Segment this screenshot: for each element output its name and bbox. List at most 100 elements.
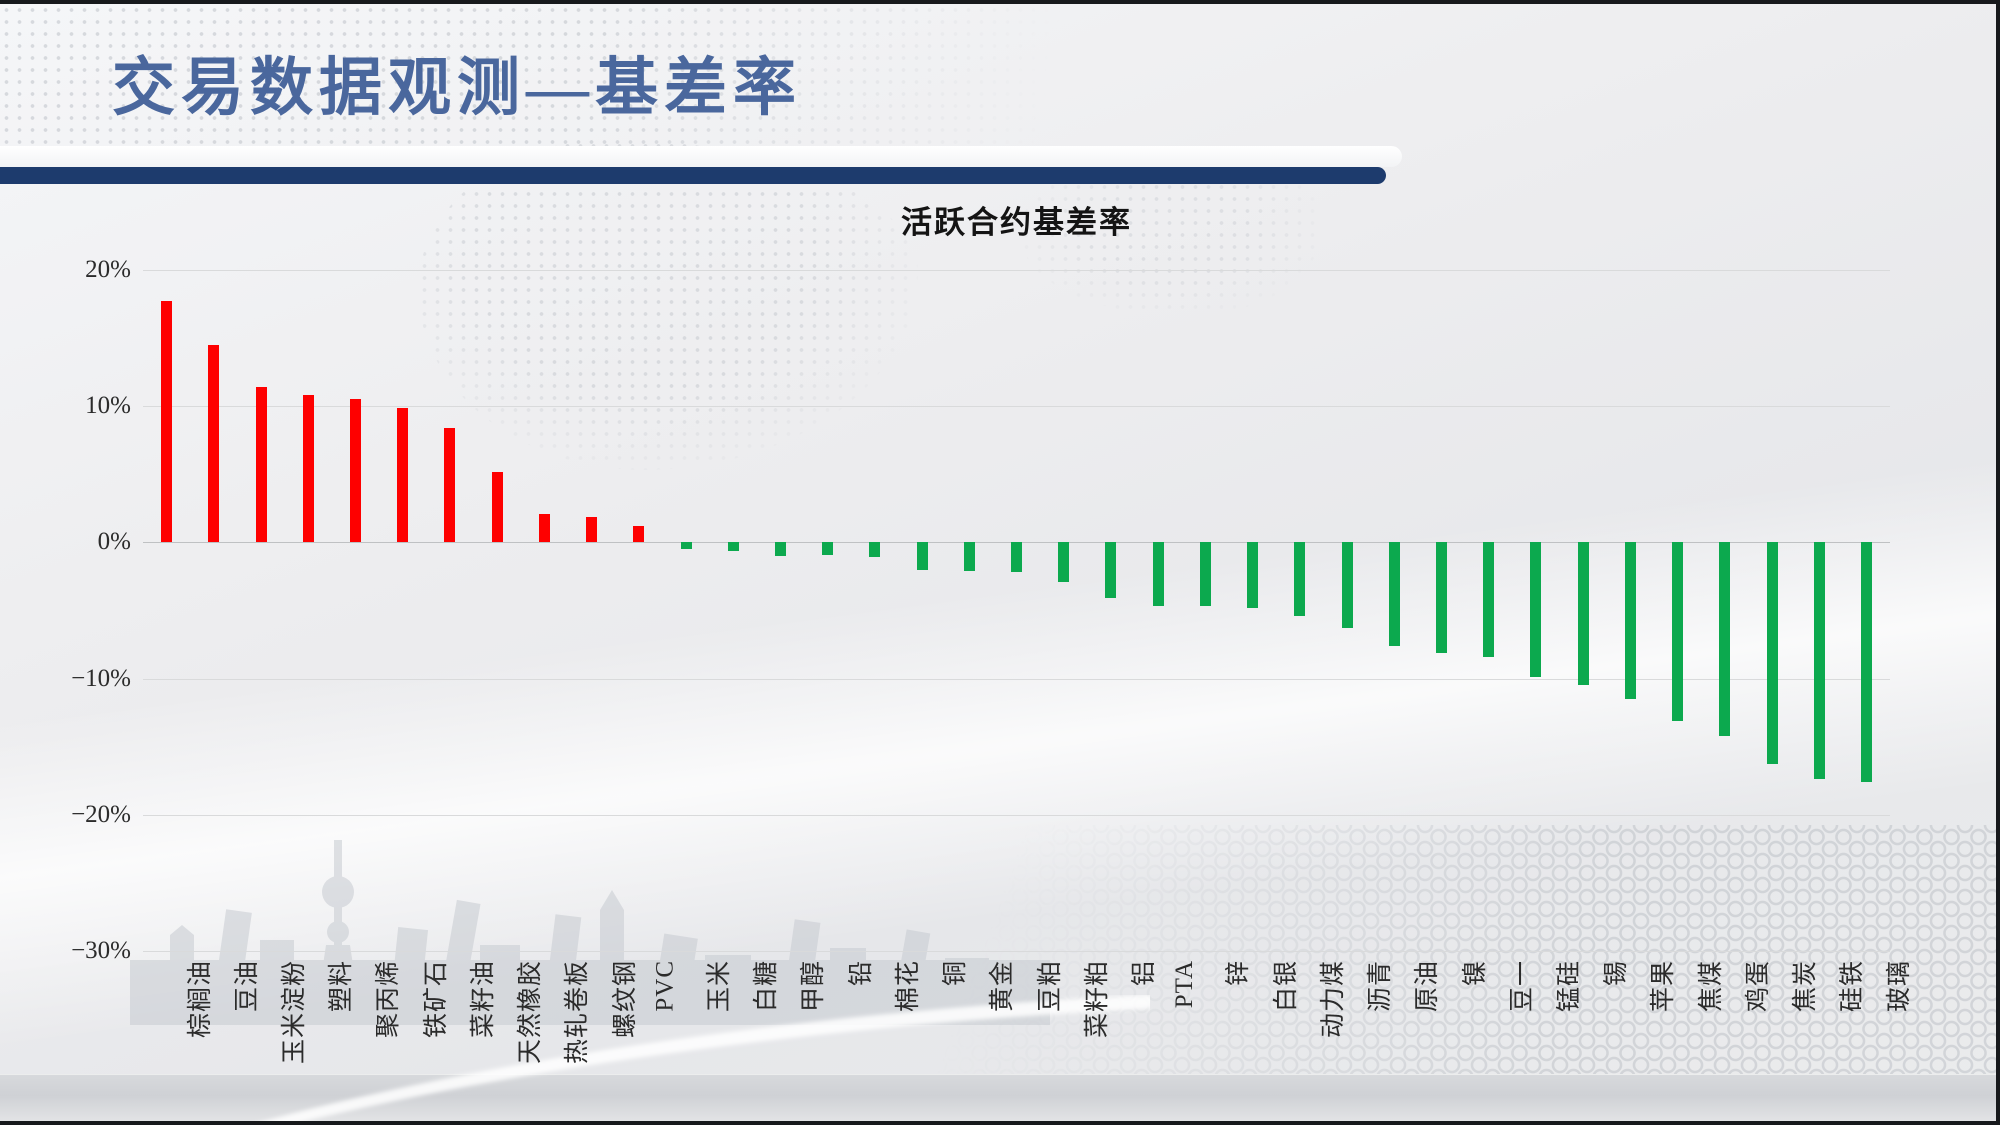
category-cell: 天然橡胶 <box>474 960 544 1118</box>
bar-cell <box>379 270 426 951</box>
bar-cell <box>426 270 473 951</box>
category-cell: 聚丙烯 <box>332 960 402 1118</box>
bar-cell <box>285 270 332 951</box>
category-cell: 焦煤 <box>1654 960 1725 1118</box>
category-cell: 硅铁 <box>1796 960 1866 1118</box>
category-cell: 豆粕 <box>993 960 1064 1118</box>
plot-area: 20% 10% 0% −10% −20% −30% 棕榈油 豆油 玉米淀粉 塑料 聚丙烯 铁矿石 菜籽… <box>71 256 1913 1064</box>
category-cell: 鸡蛋 <box>1701 960 1772 1118</box>
category-cell: 玉米 <box>662 960 733 1118</box>
bar <box>491 471 503 543</box>
category-cell: 锌 <box>1182 960 1252 1118</box>
bar <box>1247 542 1259 608</box>
category-cell: 焦炭 <box>1748 960 1819 1118</box>
bar-series <box>143 270 1890 951</box>
bar <box>1294 542 1306 616</box>
screen-edge-top <box>0 0 2000 4</box>
bar-cell <box>143 270 190 951</box>
bar-cell <box>710 270 757 951</box>
category-cell: 沥青 <box>1323 960 1394 1118</box>
category-cell: 螺纹钢 <box>568 960 639 1118</box>
bar-cell <box>1182 270 1229 951</box>
bar <box>774 542 786 556</box>
bar-cell <box>757 270 804 951</box>
y-tick-label: 10% <box>85 392 131 420</box>
y-tick-label: −10% <box>71 664 131 692</box>
bar-cell <box>1371 270 1418 951</box>
category-cell: 豆油 <box>190 960 261 1118</box>
slide-title: 交易数据观测—基差率 <box>112 53 802 123</box>
bar-cell <box>332 270 379 951</box>
category-cell: PTA <box>1135 960 1198 1118</box>
category-cell: 棕榈油 <box>143 960 214 1118</box>
category-cell: 锡 <box>1560 960 1630 1118</box>
category-cell: 棉花 <box>851 960 922 1118</box>
bar-cell <box>662 270 709 951</box>
category-cell: 苹果 <box>1607 960 1677 1118</box>
bar-cell <box>1465 270 1512 951</box>
category-cell: 动力煤 <box>1276 960 1347 1118</box>
bar-cell <box>1607 270 1654 951</box>
title-underline-highlight <box>0 146 1402 167</box>
category-cell: 铁矿石 <box>379 960 450 1118</box>
category-cell: 黄金 <box>946 960 1016 1118</box>
bar-cell <box>1843 270 1890 951</box>
bar <box>397 407 409 543</box>
bar <box>1058 542 1070 582</box>
bar <box>916 542 928 570</box>
category-cell: 铝 <box>1087 960 1158 1118</box>
bar <box>1152 542 1164 607</box>
bar <box>680 542 692 550</box>
bar-cell <box>474 270 521 951</box>
bar <box>208 344 220 543</box>
bar-cell <box>1512 270 1559 951</box>
bar <box>1011 542 1023 573</box>
bar-cell <box>1276 270 1323 951</box>
category-cell: 豆一 <box>1465 960 1536 1118</box>
bar <box>633 526 645 543</box>
bar <box>1813 542 1825 780</box>
bar <box>1105 542 1117 599</box>
y-tick-label: 0% <box>97 528 131 556</box>
category-cell: 锰硅 <box>1512 960 1583 1118</box>
bar <box>255 387 267 543</box>
bar <box>1199 542 1211 607</box>
category-cell: 热轧卷板 <box>521 960 591 1118</box>
bar-cell <box>237 270 284 951</box>
category-cell: 白银 <box>1229 960 1300 1118</box>
bar <box>727 542 739 551</box>
bar-cell <box>1560 270 1607 951</box>
y-tick-label: −30% <box>71 937 131 964</box>
gridline <box>143 270 1890 271</box>
bar <box>869 542 881 558</box>
bar-cell <box>804 270 851 951</box>
bar <box>822 542 834 555</box>
bar-cell <box>1040 270 1087 951</box>
category-cell: 铜 <box>899 960 969 1118</box>
bar-cell <box>1748 270 1795 951</box>
bar <box>1530 542 1542 678</box>
bar <box>1624 542 1636 700</box>
bar-cell <box>946 270 993 951</box>
y-tick-label: 20% <box>85 256 131 283</box>
gridline <box>143 951 1890 952</box>
category-cell: 铅 <box>804 960 875 1118</box>
category-axis: 棕榈油 豆油 玉米淀粉 塑料 聚丙烯 铁矿石 菜籽油 天然橡胶 热轧卷板 螺纹钢 PVC 玉米 白糖 甲醇… <box>143 960 1914 1118</box>
bar <box>161 301 173 543</box>
bar-cell <box>1135 270 1182 951</box>
category-cell: 甲醇 <box>757 960 827 1118</box>
category-cell: 原油 <box>1371 960 1441 1118</box>
bar <box>1436 542 1448 653</box>
bar-cell <box>190 270 237 951</box>
bar-cell <box>1418 270 1465 951</box>
category-cell: 玉米淀粉 <box>237 960 308 1118</box>
bar <box>538 513 550 543</box>
category-cell: 镍 <box>1418 960 1489 1118</box>
category-cell: 玻璃 <box>1843 960 1913 1118</box>
bar-cell <box>1229 270 1276 951</box>
bar <box>1766 542 1778 765</box>
bar-cell <box>568 270 615 951</box>
bar-cell <box>851 270 898 951</box>
bar-cell <box>993 270 1040 951</box>
bar <box>963 542 975 571</box>
